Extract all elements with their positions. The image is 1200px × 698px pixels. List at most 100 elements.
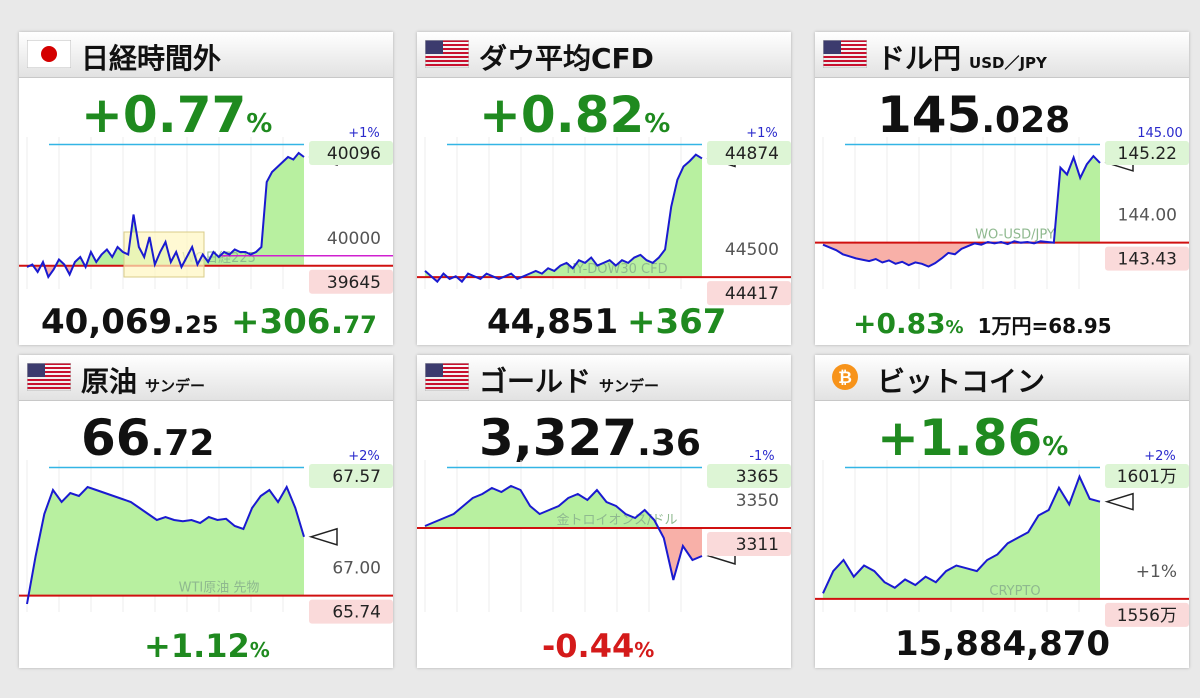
mid-label: 67.00 [332,559,381,579]
last-price-marker [308,527,338,546]
panel-header: 日経時間外 [19,32,393,78]
high-label: 3365 [736,467,779,487]
high-label-bg [1105,464,1189,488]
price-line [822,154,1101,268]
panel-title: 原油 サンデー [81,365,206,398]
low-label: 65.74 [332,603,381,623]
panel-header: ダウ平均CFD [417,32,791,78]
main-price: 145.028 [877,86,1071,144]
low-label: 143.43 [1118,250,1177,270]
chart-watermark: WO-USD/JPY [975,228,1055,243]
main-change: +1.86% [877,409,1069,467]
chart-watermark: HY-DOW30 CFD [566,262,667,277]
main-price: 3,327.36 [479,409,701,467]
low-label: 3311 [736,535,779,555]
chart-watermark: CRYPTO [989,584,1040,599]
us-flag-icon [425,363,469,391]
high-label-bg [1105,141,1189,165]
mid-label: +1% [1136,562,1177,582]
price-value: 15,884,870 [895,624,1111,664]
mid-label: 44500 [725,240,779,260]
area-up [823,156,1100,243]
high-label: 1601万 [1117,467,1177,487]
high-label: 44874 [725,144,779,164]
panel-usdjpy[interactable]: ドル円 USD／JPY 145.028 WO-USD/JPY 145.22 144.0… [815,32,1189,345]
panel-gold[interactable]: ゴールド サンデー 3,327.36 金トロイオンス/ドル 3365 3350 3311… [417,355,791,668]
high-label: 67.57 [332,467,381,487]
main-price: 66.72 [81,409,215,467]
price-value: 40,069.25 [41,302,219,342]
chart-watermark: WTI原油 先物 [179,581,260,596]
high-label: 145.22 [1118,144,1177,164]
high-label-bg [309,141,393,165]
panel-dow-cfd[interactable]: ダウ平均CFD +0.82% HY-DOW30 CFD 44874 44500 444… [417,32,791,345]
pct-ref-label: +1% [348,127,380,141]
svg-text:₿: ₿ [838,368,852,388]
low-label-bg [707,532,791,556]
us-flag-icon [425,40,469,68]
low-label: 44417 [725,284,779,304]
chart-area: 金トロイオンス/ドル 3365 3350 3311 -1% [417,450,791,612]
mid-label: 40000 [327,229,381,249]
area-up [823,476,1100,599]
price-value: 44,851 [487,302,619,342]
panel-header: ドル円 USD／JPY [815,32,1189,78]
area-down [823,242,1100,267]
jp-flag-icon [27,40,71,68]
main-change: +0.82% [479,86,671,144]
pct-change: +0.83% 1万円=68.95 [853,307,1112,340]
price-line [26,484,305,605]
panel-title: ゴールド サンデー [479,365,660,398]
chart-area: WTI原油 先物 67.57 67.00 65.74 +2% [19,450,393,624]
panel-bitcoin[interactable]: ₿ ビットコイン +1.86% CRYPTO 1601万 +1% 1556万 +2% 1… [815,355,1189,668]
low-label: 39645 [327,273,381,293]
panel-header: ₿ ビットコイン [815,355,1189,401]
pct-change: +1.12% [144,627,270,665]
mid-label: 144.00 [1118,206,1177,226]
pct-ref-label: -1% [749,450,774,464]
high-label-bg [707,141,791,165]
us-flag-icon [823,40,867,68]
pct-ref-label: +2% [348,450,380,464]
point-change: +306.77 [231,302,377,342]
chart-watermark: 金トロイオンス/ドル [556,512,677,528]
panel-title: ドル円 USD／JPY [877,42,1047,75]
pct-ref-label: 145.00 [1137,127,1183,141]
price-line [26,151,305,280]
last-price-marker [1104,492,1134,511]
chart-area: HY-DOW30 CFD 44874 44500 44417 +1% [417,127,791,306]
high-label-bg [707,464,791,488]
price-line [822,474,1101,594]
panel-title: 日経時間外 [81,42,222,75]
pct-change: -0.44% [542,627,655,665]
panel-title: ビットコイン [877,365,1046,398]
low-label-bg [1105,246,1189,271]
panel-nikkei[interactable]: 日経時間外 +0.77% WO日経225 40096 40000 39645 +1% 4… [19,32,393,345]
panel-crude-oil[interactable]: 原油 サンデー 66.72 WTI原油 先物 67.57 67.00 65.74 +2% … [19,355,393,668]
high-label: 40096 [327,144,381,164]
panel-header: 原油 サンデー [19,355,393,401]
chart-area: WO-USD/JPY 145.22 144.00 143.43 145.00 [815,127,1189,289]
pct-ref-label: +2% [1144,450,1176,464]
chart-area: CRYPTO 1601万 +1% 1556万 +2% [815,450,1189,627]
low-label-bg [1105,602,1189,627]
area-up [27,487,304,596]
us-flag-icon [27,363,71,391]
low-label: 1556万 [1117,606,1177,626]
price-line [424,153,703,284]
high-label-bg [309,464,393,488]
low-label-bg [309,269,393,294]
bitcoin-icon: ₿ [832,364,858,390]
low-label-bg [309,599,393,624]
price-line [424,484,703,581]
yen-conversion: 1万円=68.95 [977,314,1112,338]
panel-title: ダウ平均CFD [479,42,654,75]
main-change: +0.77% [81,86,273,144]
panel-header: ゴールド サンデー [417,355,791,401]
point-change: +367 [627,302,727,342]
highlight-box [123,231,205,278]
mid-label: 3350 [736,491,779,511]
area-up [425,154,702,278]
low-label-bg [707,281,791,306]
